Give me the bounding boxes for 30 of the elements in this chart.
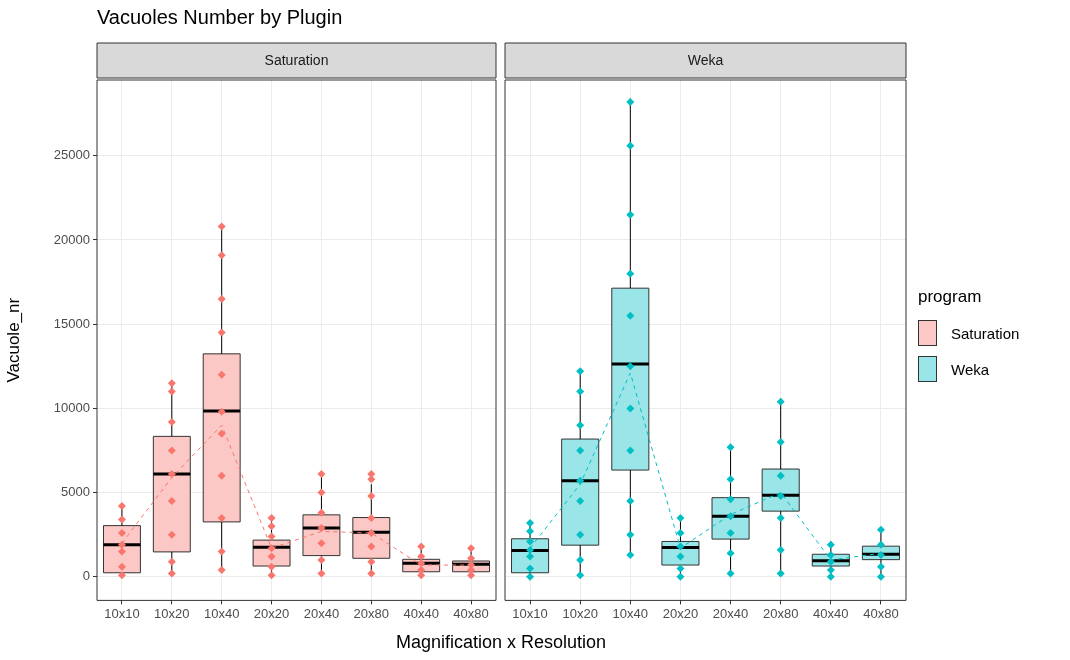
x-tick-label: 20x40 bbox=[303, 605, 340, 621]
text: Weka bbox=[687, 51, 724, 68]
x-tick-label: 10x40 bbox=[203, 605, 240, 621]
x-tick-label: 10x40 bbox=[612, 605, 649, 621]
x-tick-label: 20x80 bbox=[353, 605, 390, 621]
legend-label: Weka bbox=[951, 360, 990, 378]
x-tick-label: 40x40 bbox=[403, 605, 439, 621]
chart-title: Vacuoles Number by Plugin bbox=[97, 6, 343, 29]
x-tick-label: 10x10 bbox=[104, 605, 140, 621]
x-tick-label: 40x40 bbox=[813, 605, 849, 621]
y-tick-label: 25000 bbox=[53, 147, 90, 163]
x-axis-title: Magnification x Resolution bbox=[394, 632, 608, 653]
y-tick-label: 10000 bbox=[53, 399, 90, 415]
x-tick-label: 40x80 bbox=[863, 605, 899, 621]
x-tick-label: 20x20 bbox=[253, 605, 290, 621]
x-tick-label: 20x80 bbox=[762, 605, 799, 621]
y-tick-label: 20000 bbox=[53, 231, 90, 247]
x-tick-label: 10x20 bbox=[154, 605, 190, 621]
text: Saturation bbox=[264, 51, 329, 68]
legend-label: Saturation bbox=[951, 324, 1020, 342]
y-tick-label: 0 bbox=[82, 568, 90, 584]
x-tick-label: 20x40 bbox=[712, 605, 749, 621]
y-axis-title: Vacuole_nr bbox=[3, 297, 23, 383]
x-tick-label: 10x10 bbox=[512, 605, 548, 621]
y-tick-label: 15000 bbox=[53, 315, 90, 331]
x-tick-label: 10x20 bbox=[562, 605, 598, 621]
x-tick-label: 20x20 bbox=[662, 605, 699, 621]
x-tick-label: 40x80 bbox=[453, 605, 489, 621]
y-tick-label: 5000 bbox=[61, 484, 90, 500]
legend-title: program bbox=[918, 287, 983, 307]
